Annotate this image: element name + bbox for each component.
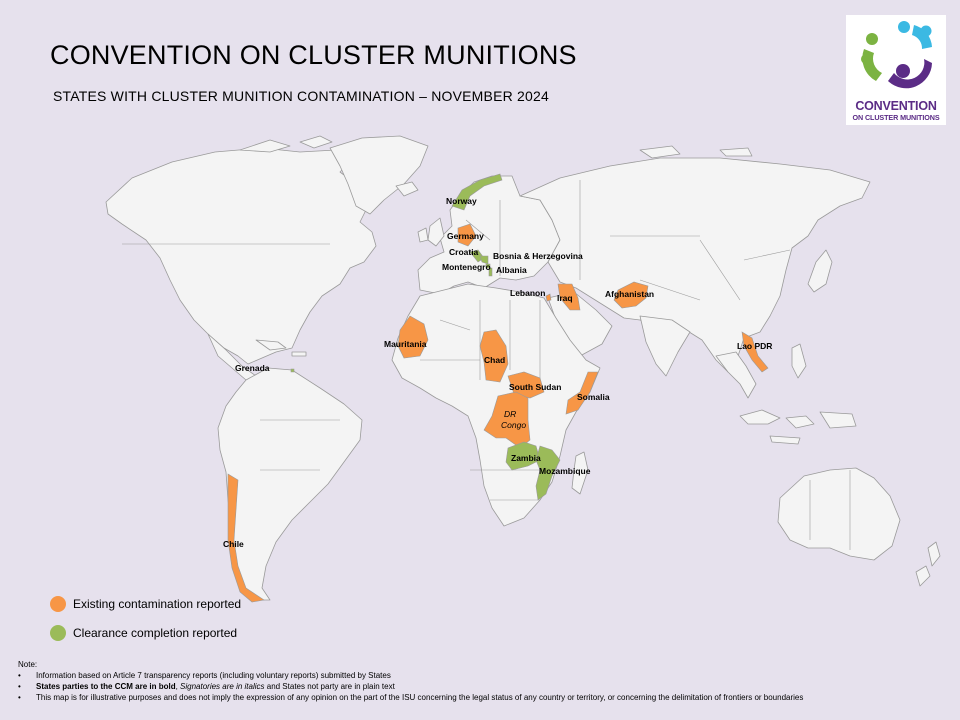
page-title: CONVENTION ON CLUSTER MUNITIONS xyxy=(50,40,577,70)
label-dr: DR xyxy=(504,409,517,419)
label-somalia: Somalia xyxy=(577,392,610,402)
country-somalia xyxy=(565,371,599,415)
page-subtitle: STATES WITH CLUSTER MUNITION CONTAMINATI… xyxy=(53,88,549,104)
label-germany: Germany xyxy=(447,231,484,241)
label-albania: Albania xyxy=(496,265,527,275)
indonesia-islands xyxy=(739,409,857,445)
label-congo: Congo xyxy=(501,420,527,430)
legend-label-clearance: Clearance completion reported xyxy=(73,626,238,640)
label-grenada: Grenada xyxy=(235,363,270,373)
caribbean-islands xyxy=(255,339,307,357)
uk-landmass xyxy=(427,217,445,247)
label-croatia: Croatia xyxy=(449,247,479,257)
label-mozambique: Mozambique xyxy=(539,466,591,476)
note-item-3: This map is for illustrative purposes an… xyxy=(18,692,803,703)
label-lao-pdr: Lao PDR xyxy=(737,341,773,351)
legend-item-contamination: Existing contamination reported xyxy=(50,595,241,613)
legend-item-clearance: Clearance completion reported xyxy=(50,624,237,642)
notes-heading: Note: xyxy=(18,660,38,669)
ccm-logo: CONVENTION ON CLUSTER MUNITIONS xyxy=(846,15,946,125)
label-mauritania: Mauritania xyxy=(384,339,427,349)
note-item-2-text: States parties to the CCM are in bold, S… xyxy=(36,682,395,691)
india-landmass xyxy=(639,315,691,377)
north-america-landmass xyxy=(105,147,377,365)
legend-label-contamination: Existing contamination reported xyxy=(73,597,242,611)
logo-text-subtitle: ON CLUSTER MUNITIONS xyxy=(852,113,940,122)
south-america-landmass xyxy=(217,367,363,601)
arctic-islands xyxy=(239,135,753,159)
greenland-landmass xyxy=(329,135,429,215)
country-mozambique xyxy=(535,445,561,501)
label-bosnia-herzegovina: Bosnia & Herzegovina xyxy=(493,251,583,261)
label-zambia: Zambia xyxy=(511,453,541,463)
note-item-1: Information based on Article 7 transpare… xyxy=(18,670,803,681)
country-afghanistan xyxy=(613,281,649,309)
country-grenada xyxy=(290,368,295,373)
label-lebanon: Lebanon xyxy=(510,288,546,298)
new-zealand-landmass xyxy=(915,541,941,587)
japan-landmass xyxy=(807,249,833,293)
philippines-islands xyxy=(791,343,807,379)
country-albania xyxy=(488,267,493,277)
label-chad: Chad xyxy=(484,355,506,365)
country-iraq xyxy=(557,283,581,311)
country-lao-pdr xyxy=(741,331,769,373)
country-mauritania xyxy=(397,315,429,359)
country-chad xyxy=(479,329,509,383)
country-germany xyxy=(457,223,477,247)
label-montenegro: Montenegro xyxy=(442,262,491,272)
country-lebanon xyxy=(545,293,552,302)
madagascar-landmass xyxy=(571,451,589,495)
note-item-2: States parties to the CCM are in bold, S… xyxy=(18,681,803,692)
legend-dot-orange xyxy=(50,596,66,612)
australia-landmass xyxy=(777,467,901,561)
country-norway xyxy=(451,173,503,211)
iceland-landmass xyxy=(395,181,419,197)
country-chile xyxy=(227,473,265,603)
label-afghanistan: Afghanistan xyxy=(605,289,655,299)
label-south-sudan: South Sudan xyxy=(509,382,562,392)
se-asia-landmass xyxy=(715,351,757,399)
notes-section: Note: Information based on Article 7 tra… xyxy=(18,659,803,703)
logo-text-convention: CONVENTION xyxy=(855,99,937,113)
country-zambia xyxy=(505,441,541,471)
ccm-logo-mark xyxy=(861,21,932,89)
legend-dot-green xyxy=(50,625,66,641)
label-iraq: Iraq xyxy=(557,293,573,303)
label-norway: Norway xyxy=(446,196,477,206)
label-chile: Chile xyxy=(223,539,244,549)
ireland-landmass xyxy=(417,227,429,243)
